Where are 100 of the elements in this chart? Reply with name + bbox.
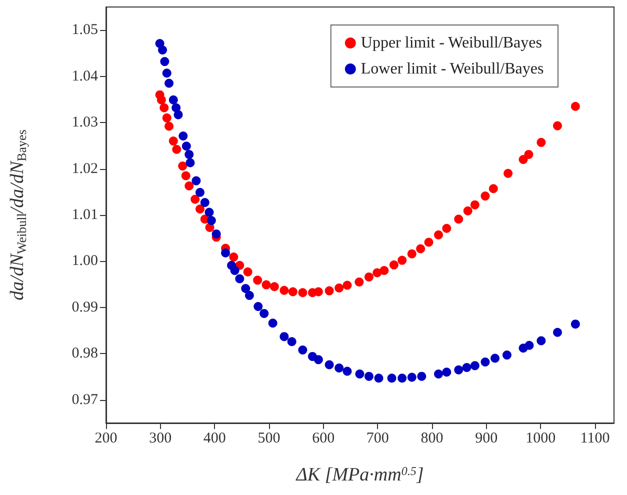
point	[221, 248, 230, 258]
point	[241, 284, 250, 293]
x-tick-label: 500	[258, 430, 280, 446]
point	[160, 103, 169, 112]
point	[536, 336, 546, 346]
point	[454, 365, 464, 374]
y-tick-label: 0.98	[72, 346, 98, 362]
point	[518, 155, 528, 164]
point	[470, 361, 480, 370]
y-tick-label: 1.01	[72, 207, 98, 223]
point	[196, 188, 204, 197]
point	[324, 360, 334, 370]
point	[184, 150, 194, 159]
x-tick-label: 800	[420, 430, 444, 446]
point	[190, 194, 200, 204]
point	[287, 337, 296, 346]
point	[434, 370, 444, 378]
point	[434, 230, 444, 240]
x-tick-label: 600	[312, 430, 335, 446]
point	[480, 192, 490, 201]
point	[270, 282, 279, 292]
x-tick-label: 900	[475, 430, 498, 446]
point	[354, 278, 364, 287]
point	[504, 168, 513, 178]
point	[355, 370, 364, 378]
point	[253, 276, 262, 285]
point	[229, 252, 238, 262]
point	[160, 57, 170, 66]
point	[424, 238, 434, 247]
point	[524, 150, 534, 159]
point	[192, 176, 201, 186]
point	[162, 68, 172, 78]
point	[200, 198, 210, 208]
point	[158, 45, 168, 54]
point	[416, 244, 426, 254]
point	[178, 131, 188, 140]
point	[454, 214, 464, 224]
point	[524, 340, 534, 350]
point	[334, 364, 344, 372]
point	[398, 374, 407, 383]
y-axis-title: da/dNWeibull/da/dNBayes	[7, 130, 29, 300]
point	[324, 286, 334, 296]
y-tick-label: 0.97	[72, 392, 98, 408]
point	[470, 200, 480, 210]
point	[372, 268, 382, 278]
y-tick-label: 0.99	[72, 299, 98, 316]
point	[288, 287, 298, 296]
point	[398, 256, 407, 265]
point	[298, 288, 308, 298]
point	[442, 224, 452, 233]
point	[181, 171, 190, 180]
point	[182, 142, 191, 151]
point	[206, 216, 216, 226]
point	[164, 122, 174, 131]
point	[462, 363, 472, 372]
point	[174, 110, 183, 120]
point	[280, 332, 289, 342]
point	[463, 206, 472, 216]
y-tick-label: 1.05	[72, 22, 98, 38]
point	[254, 302, 263, 312]
point	[172, 144, 182, 154]
point	[280, 286, 289, 295]
point	[314, 355, 323, 364]
point	[212, 229, 221, 238]
y-tick-label: 1.00	[72, 253, 98, 270]
point	[334, 284, 344, 293]
point	[260, 308, 269, 318]
point	[407, 372, 416, 382]
point	[168, 136, 178, 146]
y-tick-label: 1.03	[72, 114, 98, 131]
y-tick-label: 1.04	[72, 68, 98, 84]
y-tick-label: 1.02	[72, 160, 98, 177]
point	[417, 372, 426, 381]
point	[380, 266, 389, 275]
point	[488, 184, 498, 194]
legend-label: Lower limit - Weibull/Bayes	[360, 60, 544, 78]
point	[342, 280, 352, 290]
point	[407, 249, 416, 258]
point	[186, 158, 195, 168]
point	[156, 95, 166, 104]
point	[374, 374, 384, 383]
x-tick-label: 300	[149, 430, 172, 446]
point	[235, 274, 244, 284]
point	[178, 162, 188, 170]
point	[553, 121, 562, 130]
point	[230, 266, 240, 275]
x-tick-label: 1100	[580, 430, 610, 446]
point	[262, 280, 271, 290]
point	[442, 368, 452, 377]
legend-label: Upper limit - Weibull/Bayes	[360, 34, 542, 52]
point	[502, 350, 512, 360]
point	[364, 272, 374, 282]
point	[268, 318, 278, 328]
x-tick-label: 200	[94, 430, 118, 446]
point	[480, 357, 490, 366]
point	[184, 181, 194, 190]
point	[536, 138, 546, 147]
point	[553, 328, 562, 337]
point	[490, 354, 500, 363]
point	[364, 372, 374, 381]
